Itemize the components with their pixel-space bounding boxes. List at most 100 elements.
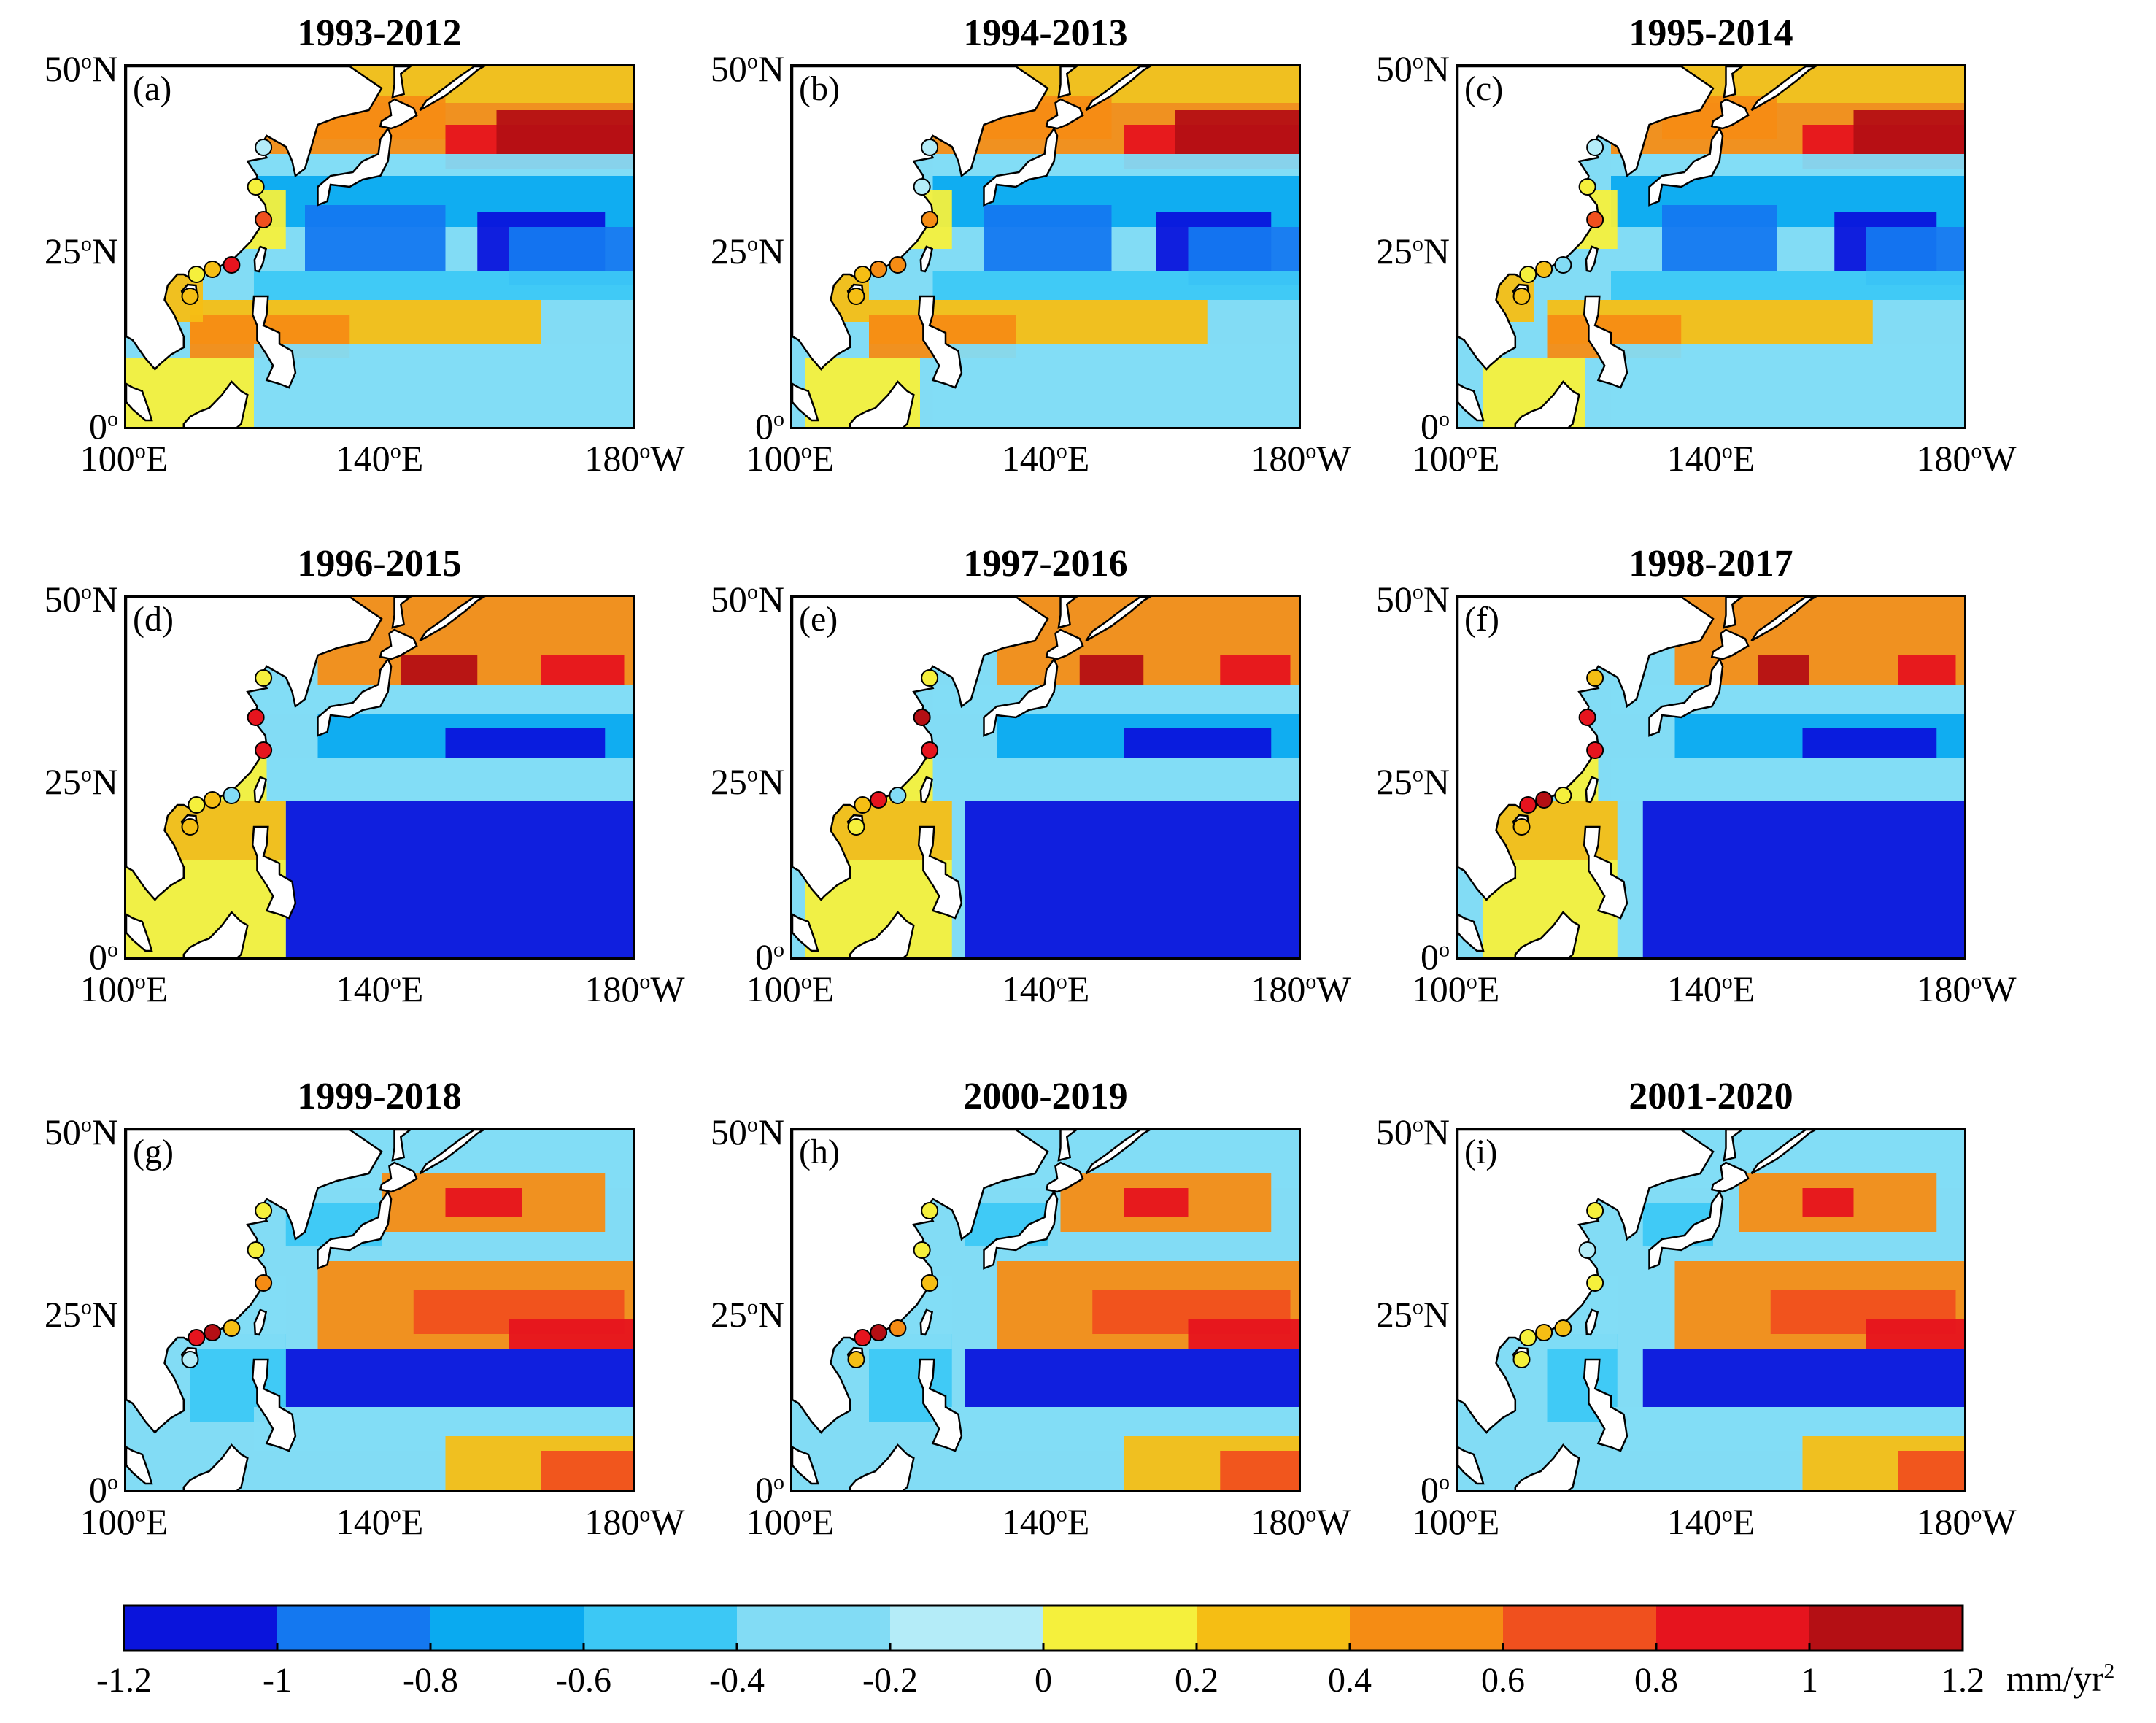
degree-mark: o — [1412, 1295, 1423, 1319]
hemisphere-suffix: N — [91, 1294, 118, 1335]
longitude-tick-label: 100oE — [710, 438, 870, 479]
tide-gauge-station-marker — [181, 1351, 199, 1368]
hemisphere-suffix: E — [1477, 1501, 1500, 1542]
land-outline — [1458, 913, 1485, 952]
trend-cell — [932, 758, 1299, 801]
land-outline — [251, 295, 297, 389]
degree-mark: o — [639, 1502, 651, 1527]
trend-cell — [541, 1451, 633, 1490]
tide-gauge-station-marker — [1554, 1319, 1572, 1337]
latitude-tick-label-value: 0 — [755, 936, 773, 977]
tide-gauge-station-marker — [1578, 1241, 1596, 1259]
land-outline — [1648, 1190, 1724, 1270]
tide-gauge-station-marker — [255, 1202, 273, 1219]
tide-gauge-station-marker — [854, 266, 872, 283]
hemisphere-suffix: N — [91, 48, 118, 89]
colorbar-segment — [1656, 1606, 1810, 1651]
longitude-tick-label-value: 180 — [1916, 968, 1971, 1009]
longitude-tick-label: 180oW — [555, 1501, 715, 1542]
latitude-tick-label-value: 50 — [44, 48, 81, 89]
latitude-tick-label: 50oN — [1326, 579, 1450, 620]
land-outline — [1045, 628, 1084, 660]
longitude-tick-label: 140oE — [965, 1501, 1126, 1542]
degree-mark: o — [107, 406, 118, 431]
hemisphere-suffix: N — [757, 761, 784, 802]
longitude-tick-label-value: 100 — [80, 438, 135, 479]
land-outline — [317, 126, 393, 207]
tide-gauge-station-marker — [921, 211, 939, 228]
land-outline — [126, 1446, 153, 1485]
longitude-tick-label-value: 140 — [1666, 968, 1722, 1009]
degree-mark: o — [800, 969, 812, 994]
hemisphere-suffix: E — [811, 1501, 835, 1542]
longitude-tick-label: 180oW — [555, 968, 715, 1009]
hemisphere-suffix: N — [91, 1111, 118, 1152]
trend-cell — [984, 205, 1112, 271]
panel-title: 1994-2013 — [963, 12, 1128, 54]
trend-cell — [401, 655, 478, 685]
latitude-tick-label-value: 0 — [89, 1469, 107, 1510]
trend-cell — [305, 205, 446, 271]
longitude-tick-label: 180oW — [1886, 438, 2047, 479]
hemisphere-suffix: W — [650, 1501, 685, 1542]
longitude-tick-label-value: 180 — [584, 1501, 640, 1542]
longitude-tick-label-value: 140 — [1666, 1501, 1722, 1542]
latitude-tick-label: 25oN — [0, 231, 118, 271]
panel-tag: (i) — [1464, 1133, 1498, 1171]
land-outline — [126, 597, 383, 901]
land-outline — [391, 597, 412, 629]
latitude-tick-label: 0o — [660, 406, 784, 447]
land-outline — [1585, 245, 1599, 273]
land-outline — [1057, 1130, 1078, 1162]
longitude-tick-label: 140oE — [1631, 1501, 1791, 1542]
latitude-tick-label: 50oN — [1326, 48, 1450, 89]
tide-gauge-station-marker — [255, 211, 273, 228]
tide-gauge-station-marker — [870, 1324, 888, 1341]
land-outline — [317, 657, 393, 737]
panel-tag: (h) — [799, 1133, 840, 1171]
land-outline — [917, 1358, 963, 1452]
longitude-tick-label-value: 100 — [746, 1501, 801, 1542]
degree-mark: o — [1412, 231, 1423, 256]
trend-cell — [496, 110, 633, 154]
latitude-tick-label: 0o — [0, 936, 118, 977]
tide-gauge-station-marker — [889, 787, 907, 804]
latitude-tick-label-value: 25 — [44, 231, 81, 271]
tide-gauge-station-marker — [1586, 139, 1604, 156]
tide-gauge-station-marker — [847, 818, 865, 836]
longitude-tick-label-value: 180 — [584, 968, 640, 1009]
degree-mark: o — [746, 49, 758, 74]
land-outline — [182, 380, 249, 427]
colorbar-tick-label: -0.8 — [403, 1661, 458, 1700]
longitude-tick-label-value: 180 — [1251, 438, 1306, 479]
land-outline — [917, 295, 963, 389]
trend-field-map — [126, 597, 633, 957]
hemisphere-suffix: W — [1982, 438, 2017, 479]
latitude-tick-label: 0o — [660, 936, 784, 977]
map-panel — [124, 595, 635, 960]
latitude-tick-label: 0o — [660, 1469, 784, 1510]
trend-cell — [1898, 1451, 1964, 1490]
tide-gauge-station-marker — [1535, 791, 1553, 809]
land-outline — [251, 1358, 297, 1452]
degree-mark: o — [134, 439, 146, 463]
hemisphere-suffix: E — [1067, 1501, 1090, 1542]
tide-gauge-station-marker — [181, 288, 199, 305]
longitude-tick-label-value: 180 — [1916, 1501, 1971, 1542]
longitude-tick-label-value: 140 — [1001, 1501, 1056, 1542]
longitude-tick-label-value: 180 — [1251, 1501, 1306, 1542]
longitude-tick-label: 100oE — [44, 1501, 204, 1542]
trend-field-map — [126, 66, 633, 427]
land-outline — [1458, 66, 1715, 371]
latitude-tick-label: 25oN — [1326, 1294, 1450, 1335]
hemisphere-suffix: N — [757, 1111, 784, 1152]
latitude-tick-label-value: 0 — [1421, 1469, 1439, 1510]
land-outline — [849, 380, 915, 427]
degree-mark: o — [746, 1112, 758, 1137]
longitude-tick-label-value: 180 — [1251, 968, 1306, 1009]
map-panel — [1456, 595, 1966, 960]
land-outline — [379, 98, 418, 130]
land-outline — [1750, 1130, 1817, 1175]
degree-mark: o — [1412, 1112, 1423, 1137]
tide-gauge-station-marker — [1535, 261, 1553, 278]
